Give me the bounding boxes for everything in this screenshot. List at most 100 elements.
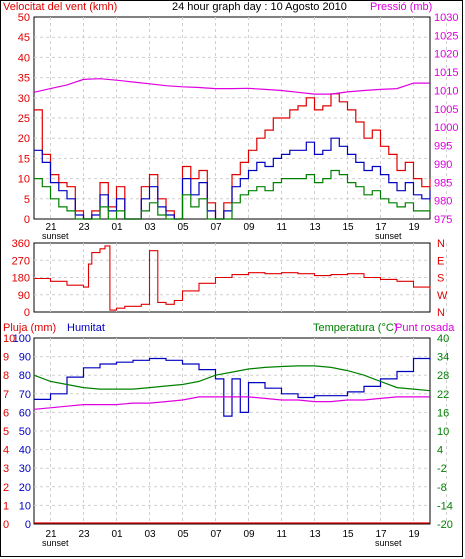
- rain-y-tick: 0: [3, 519, 9, 531]
- sunset-label-top-left: sunset: [42, 231, 69, 241]
- humidity-axis-title: Humitat: [67, 322, 105, 334]
- rain-y-tick: 7: [3, 389, 9, 401]
- x-tick-label: 21: [46, 222, 58, 233]
- temperature-y-tick: 40: [437, 333, 449, 345]
- pressure-y-tick: 980: [434, 196, 452, 208]
- wind-y-tick: 40: [18, 52, 30, 64]
- x-tick-label: 05: [178, 529, 190, 540]
- wind-y-tick: 50: [18, 12, 30, 24]
- rain-y-tick: 6: [3, 407, 9, 419]
- rain-y-tick: 9: [3, 352, 9, 364]
- humidity-y-tick: 100: [13, 333, 31, 345]
- temperature-axis-title: Temperatura (°C): [313, 322, 397, 334]
- rain-axis-title: Pluja (mm): [3, 322, 56, 334]
- x-tick-label: 03: [145, 222, 157, 233]
- x-tick-label: 13: [310, 529, 322, 540]
- temperature-y-tick: 28: [437, 370, 449, 382]
- dewpoint-axis-title: Punt rosada: [395, 322, 455, 334]
- compass-label: N: [437, 238, 445, 250]
- pressure-y-tick: 975: [434, 214, 452, 226]
- humidity-y-tick: 60: [19, 407, 31, 419]
- temperature-y-tick: -14: [437, 500, 453, 512]
- series-temperature-line: [33, 365, 431, 392]
- wind-y-tick: 30: [18, 93, 30, 105]
- pressure-y-tick: 1020: [434, 49, 458, 61]
- temperature-y-tick: 4: [437, 445, 443, 457]
- series-humidity-line: [34, 357, 431, 417]
- wind-y-tick: 15: [18, 153, 30, 165]
- series-average-line: [34, 137, 431, 220]
- rain-y-tick: 3: [3, 463, 9, 475]
- pressure-axis-title: Pressió (mb): [370, 1, 432, 13]
- temperature-y-tick: 16: [437, 407, 449, 419]
- x-tick-label: 23: [79, 222, 91, 233]
- series-pressure-line: [33, 78, 430, 95]
- x-tick-label: 21: [46, 529, 58, 540]
- pressure-y-tick: 995: [434, 141, 452, 153]
- humidity-y-tick: 70: [19, 389, 31, 401]
- wind-y-tick: 45: [18, 32, 30, 44]
- direction-y-tick: 270: [12, 255, 30, 267]
- pressure-y-tick: 1010: [434, 85, 458, 97]
- compass-label: N: [437, 307, 445, 319]
- graph-title: 24 hour graph day : 10 Agosto 2010: [172, 1, 347, 13]
- x-tick-label: 09: [244, 529, 256, 540]
- x-tick-label: 13: [310, 222, 322, 233]
- x-tick-label: 17: [376, 529, 388, 540]
- rain-y-tick: 5: [3, 426, 9, 438]
- rain-y-tick: 8: [3, 370, 9, 382]
- pressure-y-tick: 1030: [434, 12, 458, 24]
- x-tick-label: 19: [409, 222, 421, 233]
- sunset-label-bottom-left: sunset: [42, 538, 69, 548]
- humidity-y-tick: 50: [19, 426, 31, 438]
- direction-y-tick: 0: [24, 307, 30, 319]
- rain-y-tick: 2: [3, 482, 9, 494]
- wind-y-tick: 10: [18, 174, 30, 186]
- humidity-y-tick: 30: [19, 463, 31, 475]
- temperature-y-tick: 10: [437, 426, 449, 438]
- compass-label: W: [437, 290, 448, 302]
- x-tick-label: 19: [409, 529, 421, 540]
- temperature-y-tick: -8: [437, 482, 447, 494]
- humidity-y-tick: 40: [19, 445, 31, 457]
- pressure-y-tick: 985: [434, 177, 452, 189]
- humidity-y-tick: 80: [19, 370, 31, 382]
- compass-label: E: [437, 255, 444, 267]
- x-tick-label: 15: [343, 222, 355, 233]
- humidity-y-tick: 0: [25, 519, 31, 531]
- wind-y-tick: 0: [24, 214, 30, 226]
- wind-y-tick: 5: [24, 194, 30, 206]
- series-gust-line: [34, 93, 431, 220]
- x-tick-label: 05: [178, 222, 190, 233]
- wind-axis-title: Velocitat del vent (kmh): [3, 1, 117, 13]
- x-tick-label: 07: [211, 222, 223, 233]
- sunset-label-top-right: sunset: [375, 231, 402, 241]
- wind-y-tick: 20: [18, 133, 30, 145]
- humidity-y-tick: 20: [19, 482, 31, 494]
- rain-y-tick: 1: [3, 500, 9, 512]
- pressure-y-tick: 990: [434, 159, 452, 171]
- compass-label: S: [437, 273, 444, 285]
- pressure-y-tick: 1005: [434, 104, 458, 116]
- rain-y-tick: 4: [3, 445, 9, 457]
- temperature-y-tick: 22: [437, 389, 449, 401]
- temperature-y-tick: 34: [437, 352, 449, 364]
- x-tick-label: 11: [277, 529, 288, 540]
- x-tick-label: 11: [277, 222, 288, 233]
- x-tick-label: 09: [244, 222, 256, 233]
- x-tick-label: 17: [376, 222, 388, 233]
- x-tick-label: 01: [112, 222, 124, 233]
- pressure-y-tick: 1025: [434, 30, 458, 42]
- series-dewpoint-line: [33, 396, 430, 410]
- pressure-y-tick: 1015: [434, 67, 458, 79]
- wind-y-tick: 25: [18, 113, 30, 125]
- pressure-y-tick: 1000: [434, 122, 458, 134]
- x-tick-label: 07: [211, 529, 223, 540]
- wind-y-tick: 35: [18, 73, 30, 85]
- x-tick-label: 01: [112, 529, 124, 540]
- temperature-y-tick: -2: [437, 463, 447, 475]
- x-tick-label: 15: [343, 529, 355, 540]
- humidity-y-tick: 90: [19, 352, 31, 364]
